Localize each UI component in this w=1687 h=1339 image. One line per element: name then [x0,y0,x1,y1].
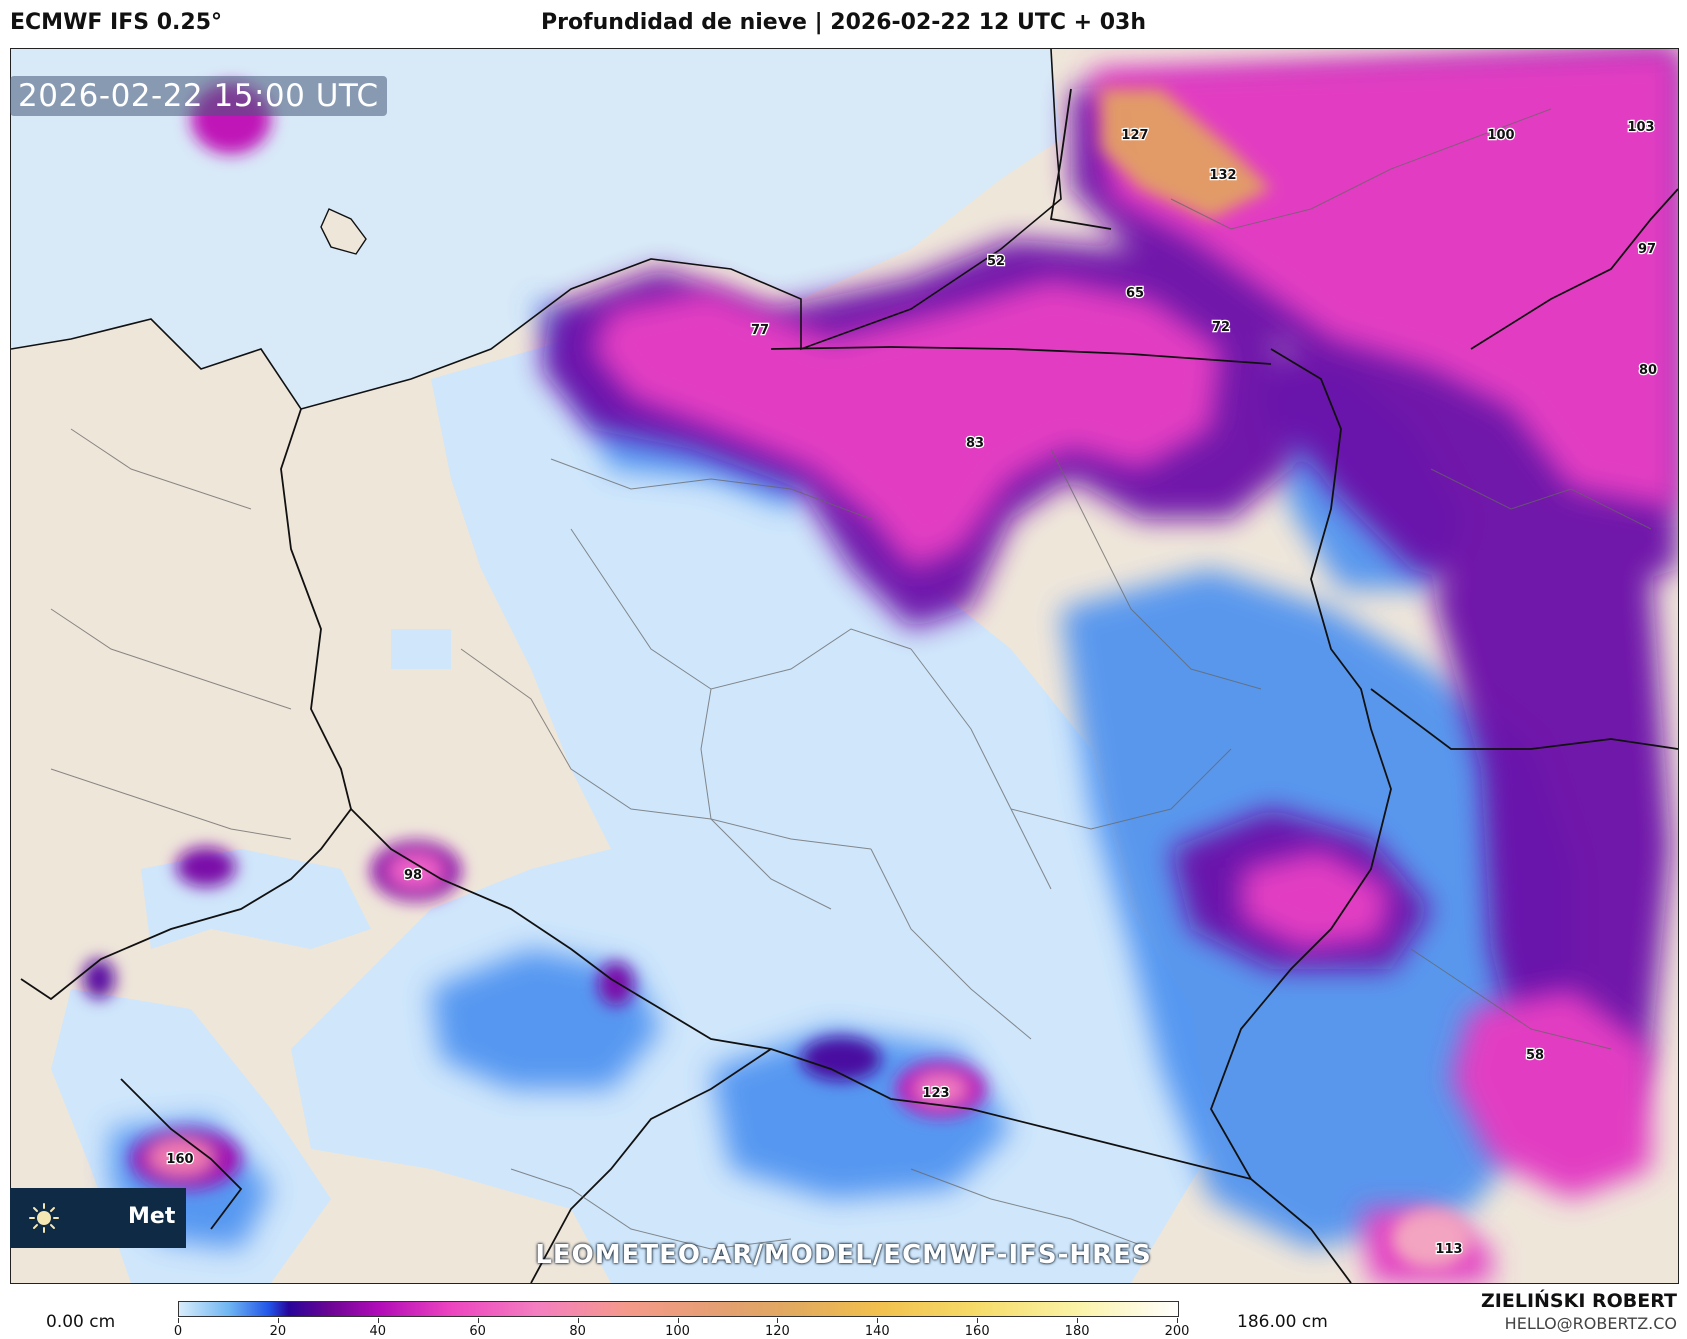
logo-text: Met [128,1204,176,1229]
sun-icon [29,1203,59,1233]
colorbar-tick-label: 0 [173,1324,183,1339]
map-canvas: 127 132 100 103 97 80 52 65 72 77 83 98 … [11,49,1678,1283]
colorbar-tick [377,1318,379,1323]
value-label: 160 [166,1152,193,1167]
colorbar-min-label: 0.00 cm [46,1312,116,1332]
colorbar-tick [277,1318,279,1323]
colorbar-tick-label: 180 [1064,1324,1090,1339]
value-label: 83 [966,436,984,451]
valid-time-badge: 2026-02-22 15:00 UTC [10,76,387,116]
colorbar-max-label: 186.00 cm [1237,1312,1328,1332]
value-label: 132 [1209,168,1236,183]
value-label: 72 [1212,320,1230,335]
colorbar-tick [777,1318,779,1323]
snow-depth-map[interactable]: 127 132 100 103 97 80 52 65 72 77 83 98 … [10,48,1679,1284]
value-label: 65 [1126,286,1144,301]
colorbar-tick-label: 200 [1164,1324,1190,1339]
baltic-sea [11,49,1061,409]
colorbar-tick-label: 60 [469,1324,486,1339]
watermark-url: LEOMETEO.AR/MODEL/ECMWF-IFS-HRES [535,1240,1152,1270]
bornholm-island [320,208,367,255]
value-label: 100 [1487,128,1514,143]
very-deep-snow-layer [1101,89,1271,219]
value-label: 52 [987,254,1005,269]
value-label: 98 [404,868,422,883]
value-label: 123 [922,1086,949,1101]
snow-depth-value-labels: 127 132 100 103 97 80 52 65 72 77 83 98 … [165,119,1658,1259]
colorbar-tick [977,1318,979,1323]
value-label: 58 [1526,1048,1544,1063]
model-label: ECMWF IFS 0.25° [10,10,223,35]
value-label: 80 [1639,363,1657,378]
colorbar-tick-label: 40 [369,1324,387,1339]
value-label: 103 [1627,120,1654,135]
map-title: Profundidad de nieve | 2026-02-22 12 UTC… [540,10,1147,35]
colorbar-tick-label: 120 [764,1324,790,1339]
colorbar-tick [1077,1318,1079,1323]
logo-box[interactable]: Met [10,1188,186,1248]
colorbar-tick [477,1318,479,1323]
coastline [11,49,1062,410]
value-label: 127 [1121,128,1148,143]
value-label: 113 [1435,1242,1462,1257]
colorbar-tick-label: 100 [665,1324,690,1339]
value-label: 77 [751,323,769,338]
colorbar-tick-label: 20 [269,1324,287,1339]
colorbar [178,1301,1179,1317]
colorbar-tick-label: 80 [569,1324,586,1339]
colorbar-tick-label: 160 [964,1324,990,1339]
colorbar-tick-label: 140 [864,1324,890,1339]
region-borders [50,108,1652,1250]
colorbar-tick [1177,1318,1178,1323]
colorbar-tick [577,1318,579,1323]
author-block: ZIELIŃSKI ROBERT HELLO@ROBERTZ.CO [1481,1290,1677,1333]
author-email[interactable]: HELLO@ROBERTZ.CO [1504,1314,1677,1333]
colorbar-tick [877,1318,879,1323]
colorbar-tick [677,1318,679,1323]
colorbar-tick [178,1318,179,1323]
author-name: ZIELIŃSKI ROBERT [1481,1290,1677,1312]
country-borders [20,88,1678,1283]
value-label: 97 [1638,242,1656,257]
